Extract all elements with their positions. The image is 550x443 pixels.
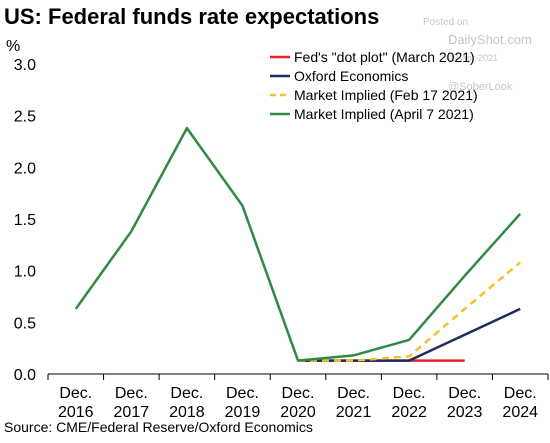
y-tick-label: 2.0	[14, 160, 36, 177]
y-axis-unit-label: %	[6, 38, 20, 55]
x-axis: Dec. 2016 Dec. 2017 Dec. 2018 Dec. 2019 Dec. 2020…	[47, 373, 549, 421]
legend-label: Market Implied (April 7 2021)	[294, 106, 474, 122]
x-tick-label: Dec. 2020	[280, 385, 316, 421]
chart-title: US: Federal funds rate expectations	[4, 4, 380, 29]
watermark-handle: @SoberLook	[448, 81, 513, 93]
series-line-3	[298, 261, 522, 362]
source-note: Source: CME/Federal Reserve/Oxford Econo…	[4, 419, 313, 435]
series-line-4	[74, 126, 522, 362]
y-tick-label: 0.0	[14, 367, 36, 384]
x-tick-label: Dec. 2023	[447, 385, 483, 421]
x-tick-label: Dec. 2022	[391, 385, 427, 421]
legend-label: Fed's "dot plot" (March 2021)	[294, 49, 475, 65]
y-tick-label: 3.0	[14, 57, 36, 74]
watermark-posted-on: Posted on	[423, 17, 469, 28]
series-line-2	[298, 307, 521, 362]
x-tick-label: Dec. 2019	[225, 385, 261, 421]
series-lines	[74, 126, 522, 362]
y-tick-label: 2.5	[14, 109, 36, 126]
watermark-date: 09-Apr-2021	[448, 53, 499, 63]
legend-label: Oxford Economics	[294, 68, 408, 84]
y-tick-label: 0.5	[14, 315, 36, 332]
legend-label: Market Implied (Feb 17 2021)	[294, 87, 478, 103]
y-tick-label: 1.5	[14, 212, 36, 229]
y-axis: 0.0 0.5 1.0 1.5 2.0 2.5 3.0	[14, 57, 36, 384]
x-tick-label: Dec. 2016	[58, 385, 94, 421]
x-tick-label: Dec. 2021	[336, 385, 372, 421]
x-tick-label: Dec. 2024	[502, 385, 538, 421]
y-tick-label: 1.0	[14, 264, 36, 281]
watermark-site: DailyShot.com	[448, 32, 532, 47]
x-tick-label: Dec. 2018	[169, 385, 205, 421]
legend: Fed's "dot plot" (March 2021) Oxford Econ…	[270, 49, 478, 122]
x-tick-label: Dec. 2017	[114, 385, 150, 421]
